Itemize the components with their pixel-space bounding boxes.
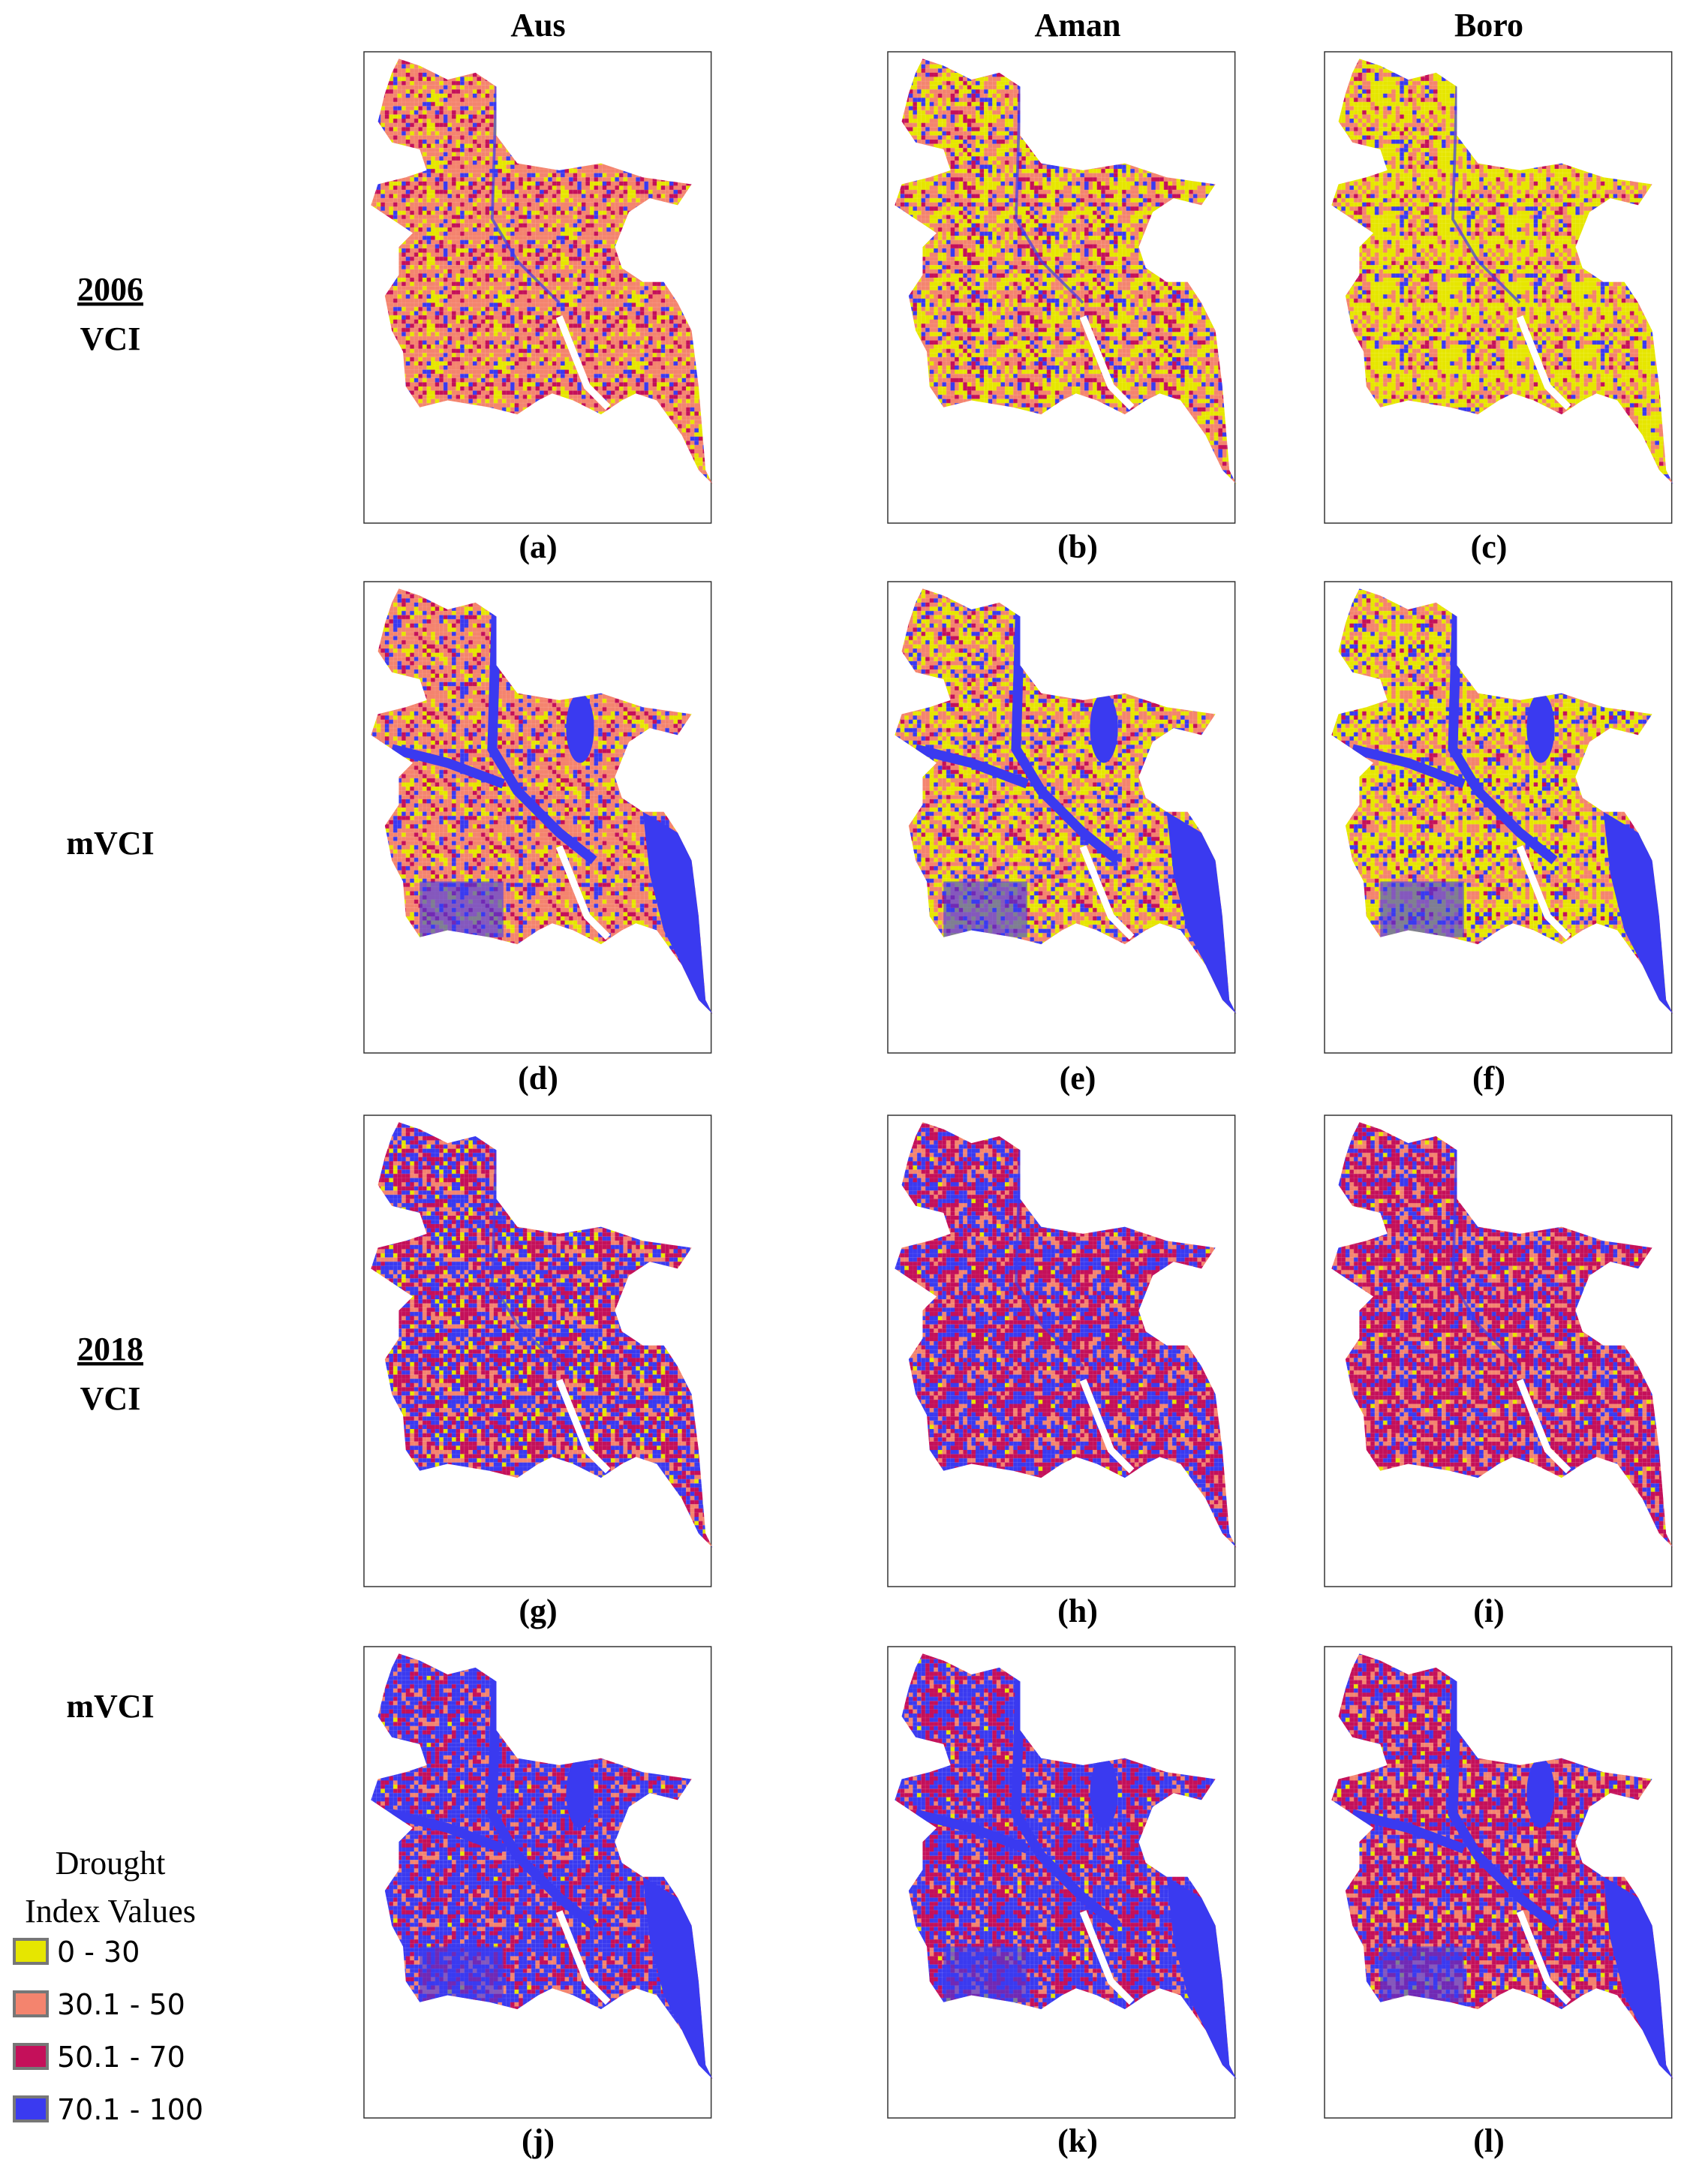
hill-area	[1603, 1876, 1673, 2079]
legend-label: 70.1 - 100	[57, 2093, 203, 2126]
column-header: Aus	[510, 7, 565, 44]
estuary	[1079, 845, 1135, 940]
map-panel	[363, 1646, 713, 2119]
map-panel	[887, 1115, 1237, 1587]
river	[491, 80, 561, 304]
estuary	[1079, 1379, 1135, 1474]
panel-label: (l)	[1473, 2122, 1505, 2159]
hill-area	[1166, 811, 1237, 1014]
panel-label: (a)	[519, 528, 557, 565]
sundarbans	[419, 881, 504, 937]
legend-swatch	[13, 2095, 49, 2122]
legend-title: Index Values	[25, 1893, 196, 1930]
panel-label: (k)	[1057, 2122, 1098, 2159]
estuary	[1516, 1910, 1571, 2005]
river	[390, 1674, 597, 1930]
legend-label: 0 - 30	[57, 1936, 140, 1969]
column-header: Boro	[1454, 7, 1523, 44]
panel-label: (f)	[1472, 1060, 1505, 1097]
map-panel	[1324, 1646, 1673, 2119]
river	[1451, 1143, 1521, 1367]
estuary	[555, 315, 611, 411]
legend-label: 50.1 - 70	[57, 2041, 185, 2074]
river	[390, 609, 597, 865]
estuary	[1079, 1910, 1135, 2005]
legend-swatch	[13, 1990, 49, 2017]
row-index: mVCI	[66, 825, 154, 862]
sundarbans	[943, 1946, 1027, 2002]
river	[1351, 1674, 1558, 1930]
hill-area	[1166, 1876, 1237, 2079]
map-panel	[363, 51, 713, 524]
estuary	[1516, 845, 1571, 940]
panel-label: (i)	[1473, 1593, 1505, 1629]
estuary	[1079, 315, 1135, 411]
row-year: 2018	[77, 1331, 143, 1367]
panel-label: (d)	[518, 1060, 558, 1097]
estuary	[555, 1910, 611, 2005]
row-index: mVCI	[66, 1688, 154, 1725]
estuary	[555, 845, 611, 940]
row-year: 2006	[77, 271, 143, 308]
map-panel	[887, 51, 1237, 524]
map-panel	[1324, 1115, 1673, 1587]
river	[1451, 80, 1521, 304]
map-panel	[363, 581, 713, 1054]
legend-swatch	[13, 2043, 49, 2070]
panel-label: (b)	[1057, 528, 1098, 565]
wetland	[1526, 1758, 1555, 1828]
sundarbans	[943, 881, 1027, 937]
river	[1015, 80, 1084, 304]
legend-label: 30.1 - 50	[57, 1988, 185, 2021]
map-panel	[887, 1646, 1237, 2119]
sundarbans	[1380, 881, 1464, 937]
sundarbans	[419, 1946, 504, 2002]
map-panel	[887, 581, 1237, 1054]
wetland	[1090, 1758, 1118, 1828]
column-header: Aman	[1035, 7, 1121, 44]
hill-area	[1603, 811, 1673, 1014]
panel-label: (g)	[519, 1593, 557, 1629]
map-panel	[1324, 581, 1673, 1054]
panel-label: (e)	[1060, 1060, 1096, 1097]
panel-label: (h)	[1057, 1593, 1098, 1629]
river	[914, 1674, 1121, 1930]
row-index: VCI	[80, 320, 141, 357]
wetland	[1090, 693, 1118, 763]
legend-swatch	[13, 1938, 49, 1965]
river	[491, 1143, 561, 1367]
hill-area	[642, 1876, 713, 2079]
sundarbans	[1380, 1946, 1464, 2002]
panel-label: (c)	[1471, 528, 1508, 565]
wetland	[566, 1758, 594, 1828]
map-panel	[363, 1115, 713, 1587]
map-panel	[1324, 51, 1673, 524]
panel-label: (j)	[522, 2122, 555, 2159]
river	[1015, 1143, 1084, 1367]
wetland	[1526, 693, 1555, 763]
river	[914, 609, 1121, 865]
legend-title: Drought	[56, 1845, 166, 1882]
wetland	[566, 693, 594, 763]
estuary	[1516, 315, 1571, 411]
hill-area	[642, 811, 713, 1014]
row-index: VCI	[80, 1380, 141, 1417]
estuary	[555, 1379, 611, 1474]
estuary	[1516, 1379, 1571, 1474]
river	[1351, 609, 1558, 865]
